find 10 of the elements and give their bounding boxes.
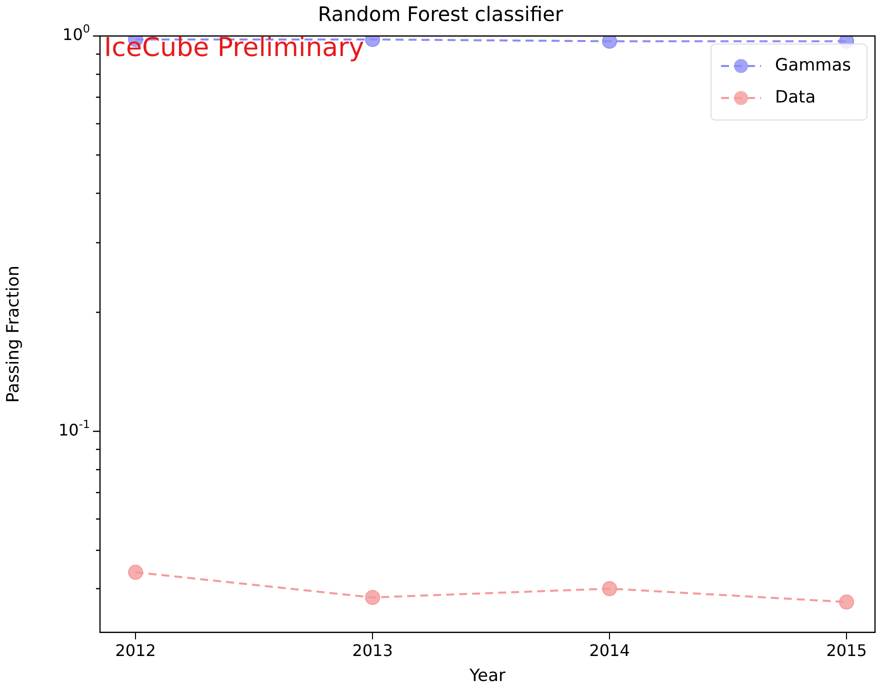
legend-label: Gammas <box>775 55 852 76</box>
legend-label: Data <box>775 87 816 108</box>
annotation: IceCube Preliminary <box>104 32 364 63</box>
x-tick-label: 2014 <box>589 641 630 660</box>
x-axis-title: Year <box>468 666 506 686</box>
y-axis-title: Passing Fraction <box>4 266 24 403</box>
x-tick-label: 2012 <box>115 641 156 660</box>
x-tick-label: 2015 <box>826 641 867 660</box>
chart-title: Random Forest classifier <box>318 2 564 26</box>
x-tick-label: 2013 <box>352 641 393 660</box>
